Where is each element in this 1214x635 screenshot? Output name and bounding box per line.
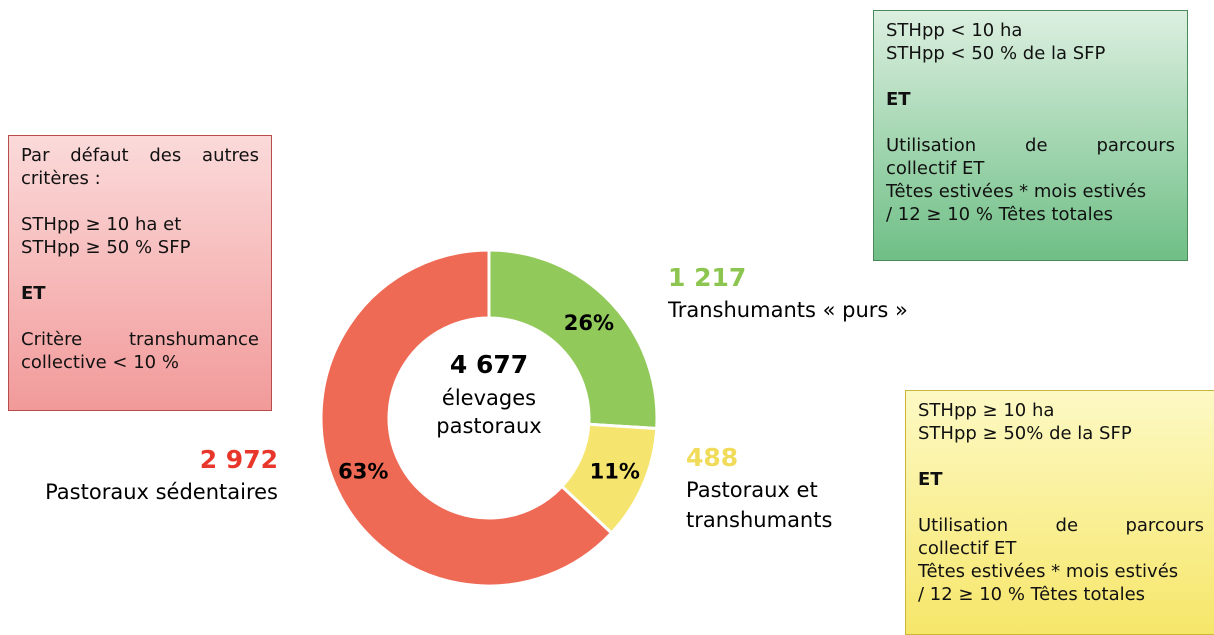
paragraph: Utilisation de parcours collectif ET Têtes… [918, 514, 1204, 606]
count: 2 972 [200, 445, 278, 474]
text-line: STHpp ≥ 50% de la SFP [918, 423, 1132, 444]
total-value: 4 677 [450, 350, 528, 379]
criteria-box: STHpp ≥ 10 ha STHpp ≥ 50% de la SFP ET Util… [905, 390, 1214, 635]
paragraph: ET [21, 282, 259, 305]
criteria-box: Par défaut des autres critères : STHpp ≥ 1… [8, 135, 272, 411]
text-line: Par défaut des autres [21, 145, 259, 166]
slice-label: 63% [338, 459, 388, 483]
text-line: STHpp < 10 ha [886, 20, 1023, 41]
category-label: Pastoraux et transhumants [686, 478, 832, 532]
paragraph: ET [918, 468, 1204, 491]
text-line: ET [886, 89, 911, 110]
text-line: collectif ET [918, 538, 1017, 559]
slice-label: 11% [590, 459, 640, 483]
text-line: STHpp ≥ 10 ha [918, 400, 1055, 421]
paragraph: STHpp ≥ 10 ha STHpp ≥ 50% de la SFP [918, 399, 1204, 445]
text-line: STHpp ≥ 10 ha et [21, 214, 182, 235]
donut-slice [319, 248, 614, 588]
paragraph: STHpp < 10 ha STHpp < 50 % de la SFP [886, 19, 1175, 65]
text-line: / 12 ≥ 10 % Têtes totales [918, 584, 1146, 605]
count: 488 [686, 443, 738, 472]
text-line: Têtes estivées * mois estivés [918, 561, 1179, 582]
paragraph: Par défaut des autres critères : [21, 144, 259, 190]
paragraph: Utilisation de parcours collectif ET Têtes… [886, 134, 1175, 226]
paragraph: ET [886, 88, 1175, 111]
text-line: Utilisation de parcours [918, 515, 1204, 536]
text-line: ET [21, 283, 46, 304]
paragraph: Critère transhumance collective < 10 % [21, 328, 259, 374]
text-line: Critère transhumance [21, 329, 259, 350]
text-line: collective < 10 % [21, 352, 179, 373]
text-line: STHpp ≥ 50 % SFP [21, 237, 191, 258]
criteria-box: STHpp < 10 ha STHpp < 50 % de la SFP ET Uti… [873, 10, 1188, 261]
slice-label: 26% [564, 311, 614, 335]
text-line: collectif ET [886, 158, 985, 179]
text-line: Utilisation de parcours [886, 135, 1175, 156]
text-line: critères : [21, 168, 101, 189]
total-caption: élevages [442, 386, 536, 410]
text-line: STHpp < 50 % de la SFP [886, 43, 1106, 64]
category-label: Pastoraux sédentaires [45, 480, 278, 504]
donut-slice [487, 248, 659, 431]
text-line: Têtes estivées * mois estivés [886, 181, 1147, 202]
count: 1 217 [668, 263, 746, 292]
text-line: / 12 ≥ 10 % Têtes totales [886, 204, 1114, 225]
total-caption: pastoraux [436, 414, 541, 438]
text-line: ET [918, 469, 943, 490]
category-label: Transhumants « purs » [667, 298, 908, 322]
paragraph: STHpp ≥ 10 ha et STHpp ≥ 50 % SFP [21, 213, 259, 259]
